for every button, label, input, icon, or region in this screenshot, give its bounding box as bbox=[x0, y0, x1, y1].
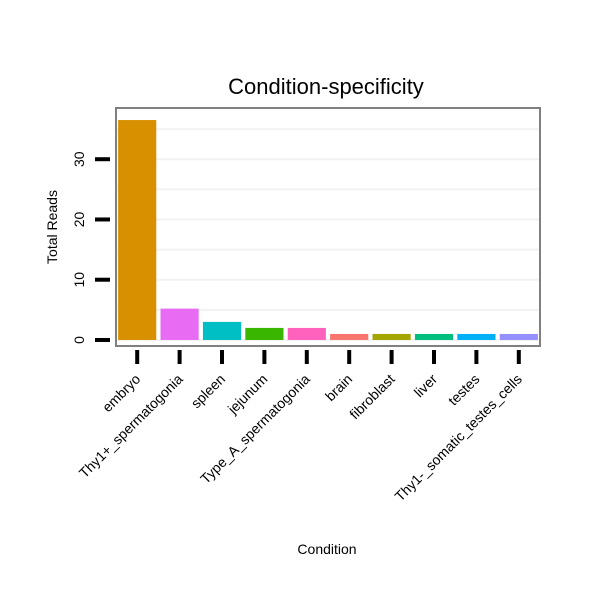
bar-liver bbox=[414, 333, 454, 340]
bar-jejunum bbox=[245, 327, 284, 340]
x-axis-label: Condition bbox=[297, 541, 356, 557]
bar-testes bbox=[457, 333, 496, 340]
bar-Thy1-_somatic_testes_cells bbox=[499, 333, 538, 340]
y-tick-label: 0 bbox=[71, 336, 87, 344]
y-axis-label: Total Reads bbox=[44, 190, 60, 264]
x-tick-label: fibroblast bbox=[346, 371, 398, 423]
bar-embryo bbox=[118, 120, 157, 340]
y-tick-label: 30 bbox=[71, 151, 87, 167]
plot-panel bbox=[116, 108, 540, 346]
y-axis: 0 10 20 30 bbox=[71, 151, 110, 344]
y-tick-label: 20 bbox=[71, 211, 87, 227]
x-tick-label: liver bbox=[411, 371, 441, 401]
chart-title: Condition-specificity bbox=[228, 74, 424, 99]
bar-Type_A_spermatogonia bbox=[287, 327, 326, 340]
bar-brain bbox=[330, 333, 369, 340]
bar-spleen bbox=[202, 321, 242, 340]
bars bbox=[118, 120, 538, 340]
bar-fibroblast bbox=[372, 333, 411, 340]
bar-Thy1+_spermatogonia bbox=[160, 308, 199, 340]
y-tick-label: 10 bbox=[71, 272, 87, 288]
plot-border bbox=[115, 107, 541, 347]
x-tick-label: brain bbox=[322, 371, 355, 404]
x-tick-label: spleen bbox=[188, 371, 228, 411]
x-tick-label: testes bbox=[445, 371, 483, 409]
